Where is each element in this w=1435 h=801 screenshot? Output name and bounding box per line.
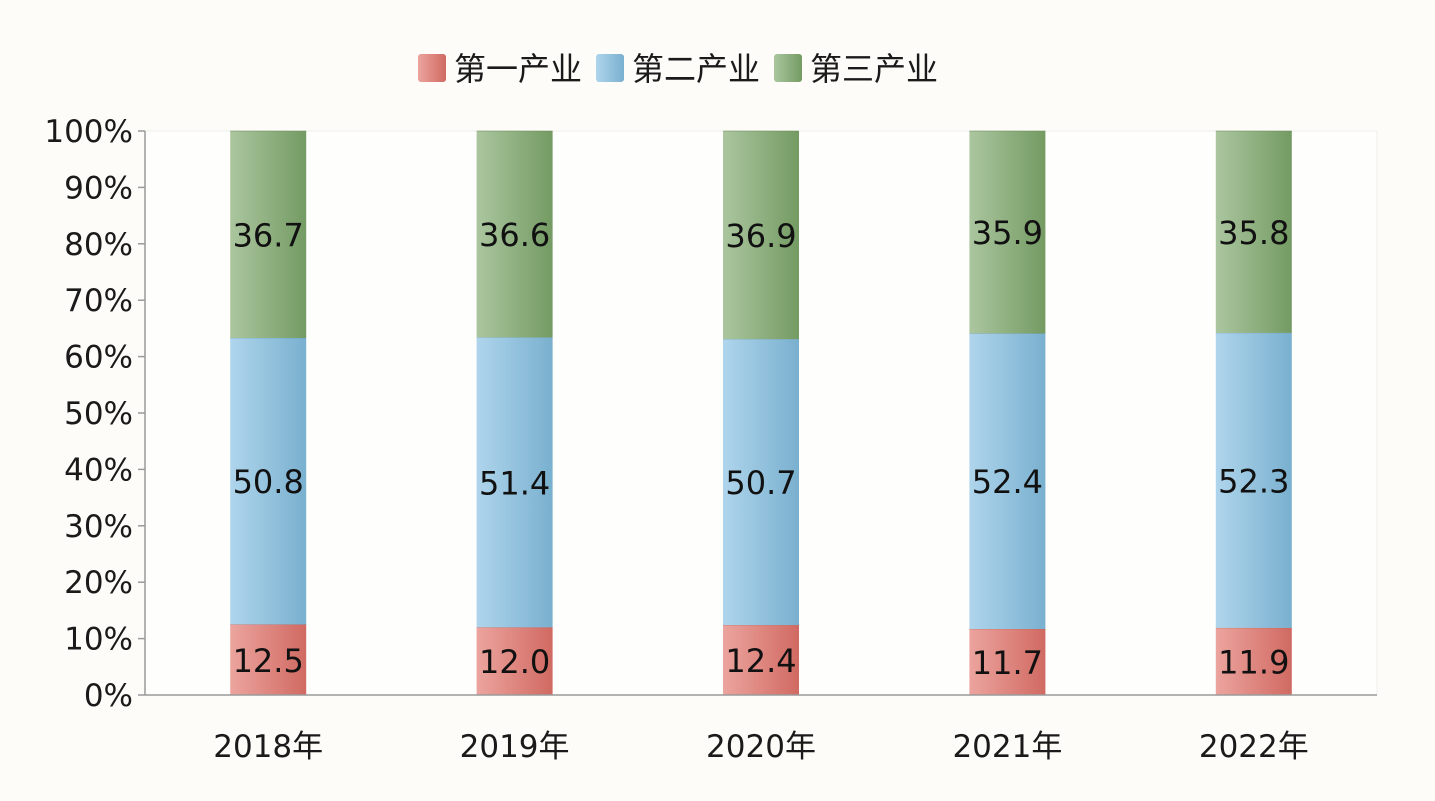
bar-segment xyxy=(1215,131,1292,333)
bar-value-label: 11.9 xyxy=(1218,643,1289,681)
y-tick-label: 80% xyxy=(64,227,133,263)
bar-value-label: 36.7 xyxy=(233,216,304,254)
y-tick-label: 10% xyxy=(64,622,133,658)
bar-value-label: 36.9 xyxy=(725,217,796,255)
legend-label: 第一产业 xyxy=(454,50,582,88)
bar-segment xyxy=(969,629,1046,695)
legend-swatch xyxy=(774,54,802,82)
bar-segment xyxy=(969,131,1046,334)
x-tick-label: 2019年 xyxy=(460,729,570,765)
bar-value-label: 35.8 xyxy=(1218,214,1289,252)
bar-segment xyxy=(230,131,307,338)
bar-segment xyxy=(1215,627,1292,695)
bar-value-label: 51.4 xyxy=(479,464,550,502)
bar-value-label: 50.7 xyxy=(725,464,796,502)
bar-value-label: 11.7 xyxy=(972,644,1043,682)
bar-value-label: 12.0 xyxy=(479,643,550,681)
legend-swatch xyxy=(418,54,446,82)
y-tick-label: 30% xyxy=(64,509,133,545)
y-tick-label: 0% xyxy=(84,678,133,714)
bar-segment xyxy=(476,337,553,628)
x-tick-label: 2018年 xyxy=(213,729,323,765)
bar-segment xyxy=(1215,332,1292,628)
bar-segment xyxy=(476,627,553,695)
x-tick-label: 2022年 xyxy=(1199,729,1309,765)
bar-segment xyxy=(230,624,307,695)
bar-segment xyxy=(723,131,799,340)
y-tick-label: 40% xyxy=(64,452,133,488)
bar-value-label: 52.3 xyxy=(1218,462,1289,500)
y-tick-label: 60% xyxy=(64,340,133,376)
bar-segment xyxy=(723,339,799,626)
legend: 第一产业 第二产业 第三产业 xyxy=(418,50,938,88)
legend-label: 第三产业 xyxy=(810,50,938,88)
bar-segment xyxy=(230,337,307,625)
x-tick-label: 2020年 xyxy=(706,729,816,765)
y-tick-label: 100% xyxy=(44,114,133,150)
bar-value-label: 12.4 xyxy=(725,642,796,680)
bar-value-label: 50.8 xyxy=(233,463,304,501)
bar-value-label: 36.6 xyxy=(479,216,550,254)
bar-value-label: 52.4 xyxy=(972,463,1043,501)
bars xyxy=(230,130,1292,695)
bar-segment xyxy=(723,625,799,695)
axes: 0% 10% 20% 30% 40% 50% 60% 70% 80% 90% 100% 2018年 20… xyxy=(44,114,1377,765)
y-tick-label: 50% xyxy=(64,396,133,432)
y-tick-label: 20% xyxy=(64,565,133,601)
bar-value-label: 35.9 xyxy=(972,214,1043,252)
y-tick-label: 70% xyxy=(64,283,133,319)
bar-segment xyxy=(476,131,553,338)
x-tick-label: 2021年 xyxy=(952,729,1062,765)
bar-segment xyxy=(969,333,1046,630)
legend-swatch xyxy=(596,54,624,82)
bar-value-label: 12.5 xyxy=(233,642,304,680)
data-labels: 12.5 50.8 36.7 12.0 51.4 36.6 12.4 50.7 36.9 11.7… xyxy=(233,214,1290,682)
legend-label: 第二产业 xyxy=(632,50,760,88)
y-tick-label: 90% xyxy=(64,170,133,206)
